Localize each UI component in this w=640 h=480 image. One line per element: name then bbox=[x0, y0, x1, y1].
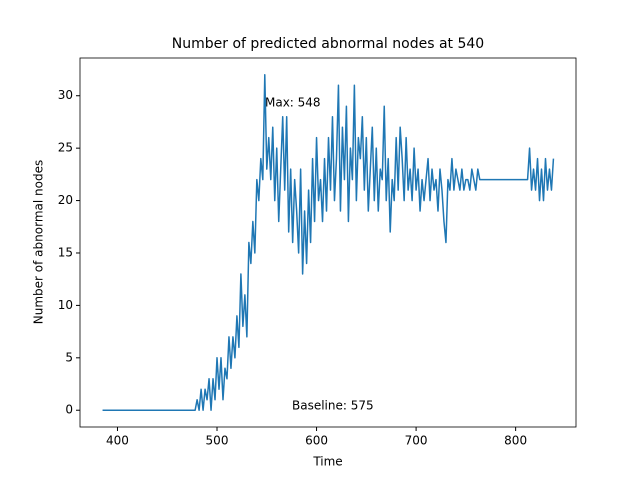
chart-title: Number of predicted abnormal nodes at 54… bbox=[172, 36, 484, 52]
x-axis-label: Time bbox=[312, 455, 342, 469]
y-tick-label: 15 bbox=[58, 245, 73, 259]
annotation: Baseline: 575 bbox=[292, 399, 374, 413]
x-tick-label: 500 bbox=[206, 434, 229, 448]
x-tick-label: 700 bbox=[405, 434, 428, 448]
y-tick-label: 25 bbox=[58, 141, 73, 155]
x-tick-label: 400 bbox=[106, 434, 129, 448]
y-tick-label: 10 bbox=[58, 298, 73, 312]
line bbox=[102, 74, 555, 411]
y-tick-label: 20 bbox=[58, 193, 73, 207]
y-tick-label: 30 bbox=[58, 88, 73, 102]
x-tick-label: 600 bbox=[305, 434, 328, 448]
axes-frame bbox=[79, 57, 577, 428]
y-axis-label: Number of abnormal nodes bbox=[32, 160, 46, 324]
annotation: Max: 548 bbox=[265, 96, 321, 110]
y-tick-label: 5 bbox=[65, 350, 73, 364]
x-tick-label: 800 bbox=[504, 434, 527, 448]
y-tick-label: 0 bbox=[65, 403, 73, 417]
